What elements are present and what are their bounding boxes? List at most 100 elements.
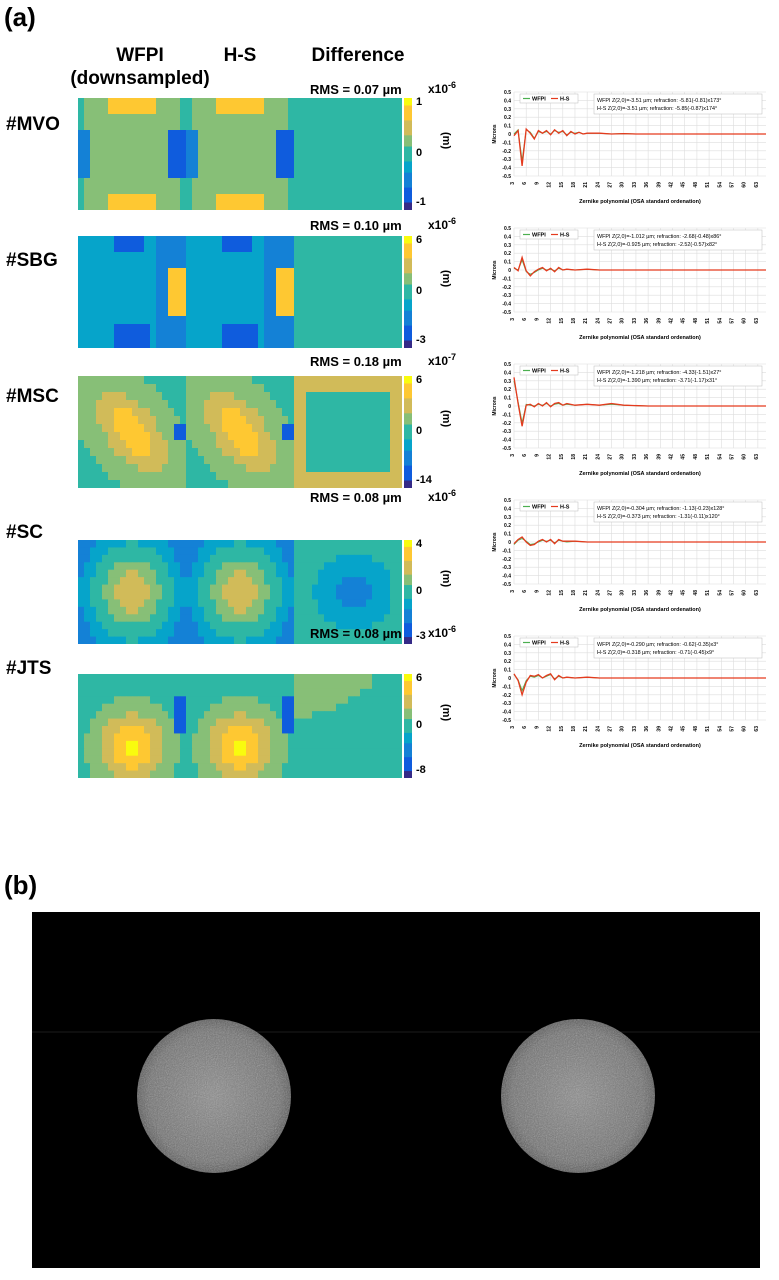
y-tick-label: -0.1 (502, 412, 511, 418)
wavefront-heatmap (78, 236, 402, 348)
y-tick-label: -0.3 (502, 565, 511, 571)
colorbar-exponent-power: -6 (448, 488, 457, 498)
legend-entry: WFPI (532, 505, 546, 511)
wavefront-heatmap (78, 98, 402, 210)
column-header-hs: H-S (223, 45, 257, 66)
x-tick-label: 6 (522, 590, 528, 593)
x-tick-label: 51 (705, 454, 711, 460)
x-tick-label: 3 (510, 590, 516, 593)
x-tick-label: 60 (742, 726, 748, 732)
y-tick-label: 0.2 (504, 115, 511, 121)
series-line-wfpi (513, 674, 766, 692)
colorbar-tick: 6 (416, 234, 423, 246)
rms-value: RMS = 0.08 µm (310, 626, 402, 641)
y-tick-label: -0.2 (502, 285, 511, 291)
colorbar-exponent-base: x10 (428, 218, 449, 232)
y-tick-label: -0.2 (502, 693, 511, 699)
zernike-chart: 0.50.40.30.20.10-0.1-0.2-0.3-0.4-0.53 6 9 1… (492, 90, 766, 204)
wavefront-heatmap (78, 674, 402, 778)
x-tick-label: 39 (656, 454, 662, 460)
x-tick-label: 48 (693, 726, 699, 732)
x-tick-label: 57 (729, 454, 735, 460)
colorbar-unit: (m) (440, 704, 452, 722)
x-tick-label: 42 (669, 726, 675, 732)
x-axis-label: Zernike polynomial (OSA standard ordenat… (579, 335, 701, 340)
x-tick-label: 9 (534, 454, 540, 457)
colorbar-exponent-power: -6 (448, 216, 457, 226)
x-tick-label: 51 (705, 182, 711, 188)
y-tick-label: 0.1 (504, 260, 511, 266)
x-tick-label: 12 (547, 726, 553, 732)
colorbar-tick: -14 (416, 474, 432, 486)
x-tick-label: 45 (681, 182, 687, 188)
x-tick-label: 60 (742, 182, 748, 188)
colorbar-tick: -3 (416, 630, 426, 642)
x-tick-label: 15 (559, 318, 565, 324)
chart-legend: WFPI H-S (519, 365, 579, 376)
y-tick-label: 0.4 (504, 234, 511, 240)
x-tick-label: 60 (742, 454, 748, 460)
y-tick-label: -0.2 (502, 421, 511, 427)
info-hs: H-S Z(2,0)=-0.925 µm; refraction: -2.52(… (597, 242, 717, 248)
x-tick-label: 24 (595, 318, 601, 324)
colorbar-tick: 0 (416, 719, 423, 731)
x-tick-label: 63 (754, 182, 760, 188)
y-tick-label: 0.3 (504, 515, 511, 521)
y-axis-label: Microns (492, 532, 498, 551)
x-tick-label: 27 (608, 182, 614, 188)
series-line-hs (513, 127, 766, 166)
x-tick-label: 30 (620, 182, 626, 188)
y-tick-label: 0.5 (504, 90, 511, 96)
y-tick-label: 0.2 (504, 523, 511, 529)
info-box (593, 365, 763, 387)
y-tick-label: 0.5 (504, 634, 511, 640)
y-tick-label: 0.5 (504, 362, 511, 368)
series-line-hs (513, 377, 766, 427)
rms-value: RMS = 0.08 µm (310, 490, 402, 505)
x-tick-label: 27 (608, 318, 614, 324)
colorbar-exponent: x10-6 (428, 488, 456, 504)
x-tick-label: 60 (742, 590, 748, 596)
colorbar-exponent-power: -6 (448, 80, 457, 90)
y-tick-label: -0.5 (502, 174, 511, 180)
chart-legend: WFPI H-S (519, 501, 579, 512)
y-tick-label: 0.4 (504, 642, 511, 648)
x-tick-label: 42 (669, 454, 675, 460)
x-tick-label: 51 (705, 726, 711, 732)
y-tick-label: 0.2 (504, 251, 511, 257)
info-box (593, 637, 763, 659)
x-tick-label: 9 (534, 590, 540, 593)
legend-entry: H-S (560, 641, 570, 647)
y-tick-label: -0.4 (502, 574, 511, 580)
y-tick-label: -0.1 (502, 548, 511, 554)
y-tick-label: -0.5 (502, 718, 511, 724)
y-tick-label: -0.3 (502, 293, 511, 299)
colorbar-exponent-base: x10 (428, 490, 449, 504)
x-tick-label: 27 (608, 454, 614, 460)
x-tick-label: 21 (583, 318, 589, 324)
x-tick-label: 42 (669, 182, 675, 188)
colorbar-unit: (m) (440, 410, 452, 428)
colorbar (404, 376, 412, 488)
x-tick-label: 30 (620, 590, 626, 596)
y-axis-label: Microns (492, 260, 498, 279)
x-tick-label: 30 (620, 454, 626, 460)
x-tick-label: 63 (754, 454, 760, 460)
y-axis-label: Microns (492, 124, 498, 143)
x-tick-label: 39 (656, 590, 662, 596)
y-axis-label: Microns (492, 668, 498, 687)
x-tick-label: 3 (510, 182, 516, 185)
colorbar (404, 674, 412, 778)
y-tick-label: -0.4 (502, 438, 511, 444)
panel-a-label: (a) (4, 2, 36, 32)
colorbar-tick: 6 (416, 672, 423, 684)
x-tick-label: 45 (681, 590, 687, 596)
x-tick-label: 54 (717, 318, 723, 324)
colorbar-tick: 6 (416, 374, 423, 386)
info-wfpi: WFPI Z(2,0)=-1.012 µm; refraction: -2.68… (597, 234, 721, 240)
y-tick-label: -0.1 (502, 140, 511, 146)
legend-entry: WFPI (532, 369, 546, 375)
x-tick-label: 15 (559, 590, 565, 596)
info-hs: H-S Z(2,0)=-1.390 µm; refraction: -3.71(… (597, 378, 717, 384)
y-tick-label: -0.3 (502, 429, 511, 435)
